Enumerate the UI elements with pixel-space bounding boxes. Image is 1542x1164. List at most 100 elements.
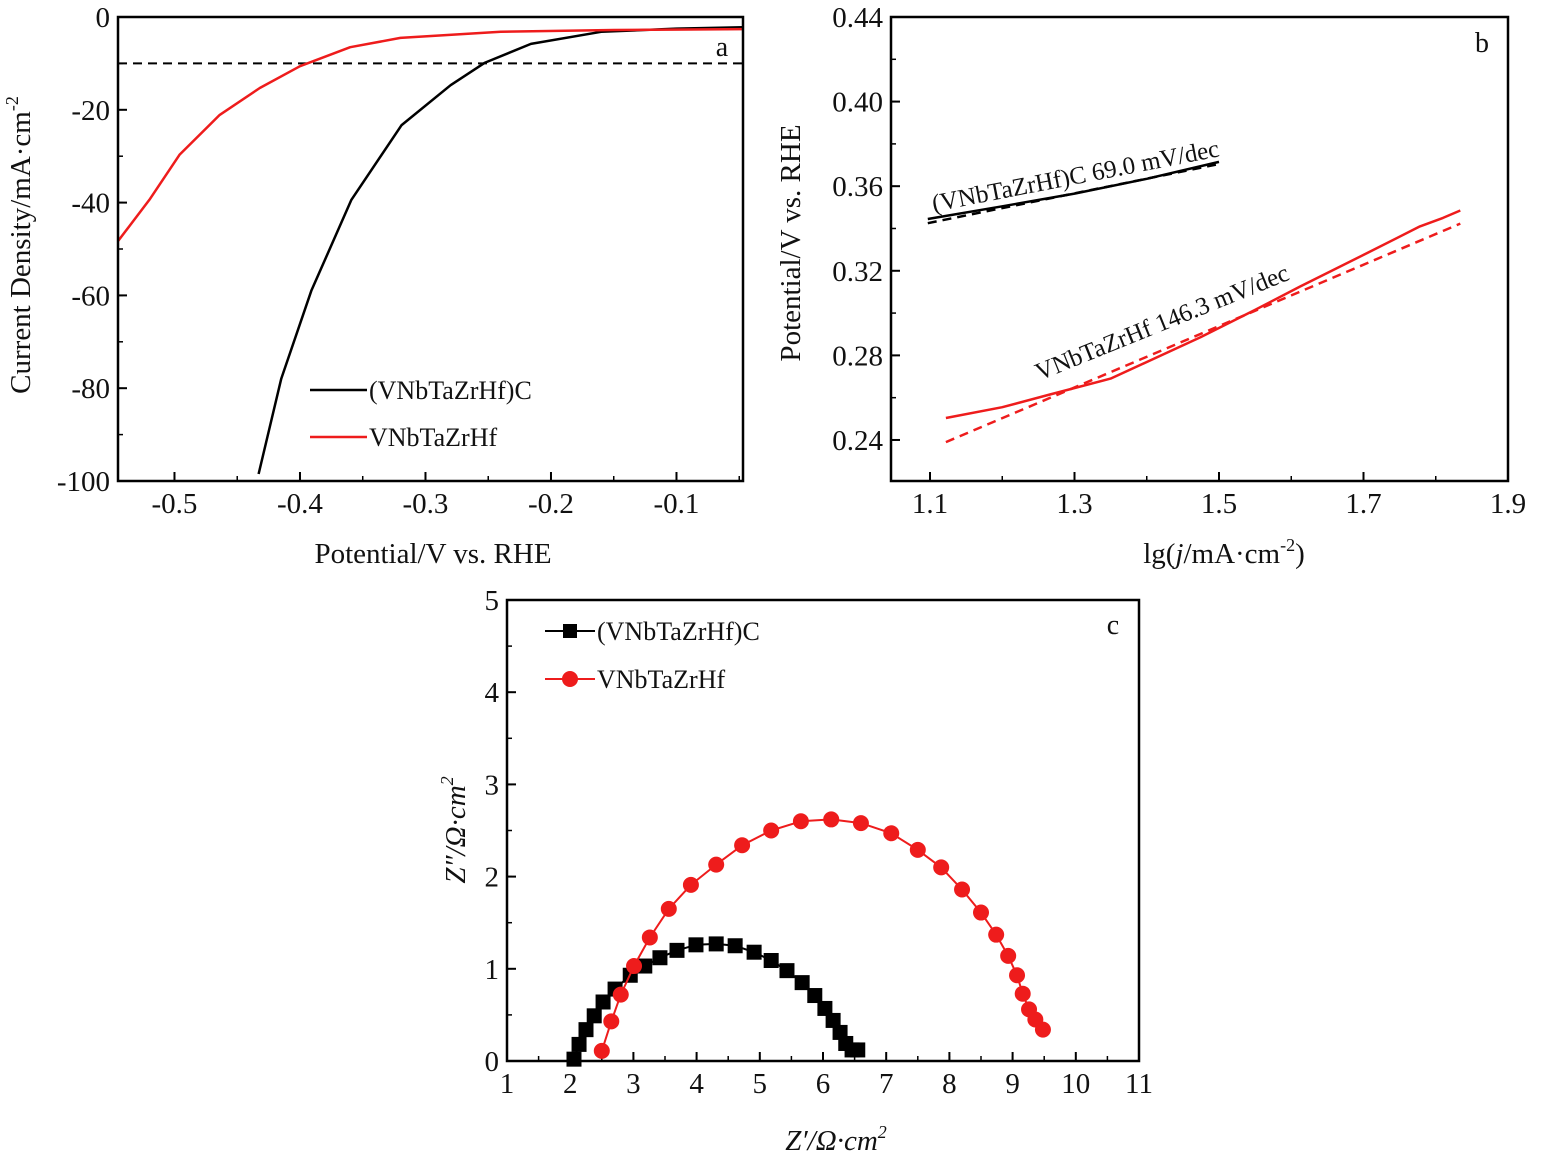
x-tick-label: 3 xyxy=(626,1068,641,1100)
data-point-circle xyxy=(933,859,950,876)
legend-label-red-c: VNbTaZrHf xyxy=(597,665,725,694)
x-tick-label: 1.3 xyxy=(1056,488,1092,520)
x-tick-label: 11 xyxy=(1125,1068,1153,1100)
plot-frame xyxy=(505,598,1141,1063)
data-point-square xyxy=(669,942,685,958)
data-point-circle xyxy=(734,837,751,854)
series-line-vnbtazrhf-fit xyxy=(945,222,1461,444)
x-tick-label: -0.1 xyxy=(654,488,700,520)
data-point-square xyxy=(807,988,823,1004)
data-point-square xyxy=(817,1000,833,1016)
y-tick-label: 0.44 xyxy=(832,2,883,34)
x-tick-label: 1.1 xyxy=(912,488,948,520)
data-point-square xyxy=(688,937,704,953)
y-tick-label: 3 xyxy=(485,769,500,801)
data-point-circle xyxy=(823,811,840,828)
data-point-circle xyxy=(593,1042,610,1059)
x-title-c-sup: 2 xyxy=(878,1122,887,1142)
y-tick-label: -40 xyxy=(71,188,110,220)
y-axis-title-a-text: Current Density/mA·cm xyxy=(5,111,37,394)
series-line-vnbtazrhf xyxy=(600,818,1044,1052)
x-tick-label: 9 xyxy=(1005,1068,1020,1100)
y-tick-label: -20 xyxy=(71,95,110,127)
x-tick-label: -0.4 xyxy=(277,488,323,520)
data-point-square xyxy=(566,1051,582,1067)
series-line-vnbtazrhf xyxy=(118,27,743,242)
x-tick-label: 10 xyxy=(1061,1068,1090,1100)
x-tick-label: 7 xyxy=(879,1068,894,1100)
x-tick-label: 5 xyxy=(753,1068,768,1100)
data-point-circle xyxy=(1000,947,1017,964)
panel-label-b: b xyxy=(1475,28,1489,59)
y-tick-label: 5 xyxy=(485,585,500,617)
y-tick-label: 4 xyxy=(485,677,500,709)
data-point-circle xyxy=(603,1013,620,1030)
panel-c: c Z′/Ω·cm2 Z″/Ω·cm2 (VNbTaZrHf)C VNbTaZr… xyxy=(437,585,1153,1157)
data-point-square xyxy=(825,1012,841,1028)
x-title-c-text: Z′/Ω·cm xyxy=(785,1125,878,1157)
x-tick-label: 6 xyxy=(816,1068,831,1100)
data-point-circle xyxy=(763,822,780,839)
data-point-circle xyxy=(792,813,809,830)
data-point-square xyxy=(763,953,779,969)
data-point-square xyxy=(578,1022,594,1038)
y-tick-label: 0.36 xyxy=(832,171,883,203)
y-tick-label: -100 xyxy=(57,466,110,498)
y-tick-label: -80 xyxy=(71,373,110,405)
panel-a: a Potential/V vs. RHE Current Density/mA… xyxy=(2,2,745,570)
x-title-b-mid: /mA·cm xyxy=(1183,538,1280,570)
y-tick-label: 1 xyxy=(485,954,500,986)
data-point-square xyxy=(571,1036,587,1052)
data-point-circle xyxy=(973,904,989,921)
x-tick-label: 2 xyxy=(563,1068,578,1100)
y-title-c-sup: 2 xyxy=(437,776,457,785)
x-axis-title-b: lg(j/mA·cm-2) xyxy=(1143,535,1305,570)
data-point-square xyxy=(746,944,762,960)
x-tick-label: -0.5 xyxy=(152,488,198,520)
legend-circle-marker xyxy=(562,671,578,687)
y-axis-title-c: Z″/Ω·cm2 xyxy=(437,776,472,883)
data-point-square xyxy=(794,975,810,991)
data-point-circle xyxy=(612,986,629,1003)
legend-a: (VNbTaZrHf)C VNbTaZrHf xyxy=(310,376,532,452)
x-tick-label: -0.3 xyxy=(403,488,449,520)
data-point-circle xyxy=(708,856,725,873)
x-tick-label: 4 xyxy=(689,1068,704,1100)
data-point-circle xyxy=(954,881,971,898)
data-point-circle xyxy=(1009,967,1026,984)
data-point-circle xyxy=(883,825,900,842)
data-point-circle xyxy=(988,926,1005,943)
x-tick-label: 8 xyxy=(942,1068,957,1100)
legend-c: (VNbTaZrHf)C VNbTaZrHf xyxy=(545,617,760,694)
x-title-b-post: ) xyxy=(1295,538,1305,570)
data-point-circle xyxy=(682,876,699,893)
x-tick-label: -0.2 xyxy=(528,488,574,520)
data-point-circle xyxy=(626,958,643,975)
data-point-square xyxy=(586,1008,602,1024)
x-tick-label: 1.9 xyxy=(1490,488,1526,520)
annotation-black-slope: (VNbTaZrHf)C 69.0 mV/dec xyxy=(930,136,1222,218)
data-point-square xyxy=(727,938,743,954)
y-tick-label: 0.24 xyxy=(832,425,883,457)
y-tick-label: 0 xyxy=(485,1046,500,1078)
y-axis-title-b: Potential/V vs. RHE xyxy=(775,124,807,361)
x-title-b-pre: lg( xyxy=(1143,538,1175,570)
panel-label-c: c xyxy=(1107,610,1119,641)
data-point-square xyxy=(595,994,611,1010)
panel-label-a: a xyxy=(716,32,729,63)
y-tick-label: 0.40 xyxy=(832,87,883,119)
y-tick-label: 0.28 xyxy=(832,340,883,372)
y-tick-label: 0 xyxy=(96,2,111,34)
data-point-circle xyxy=(660,900,677,917)
y-axis-title-a-sup: -2 xyxy=(2,96,22,111)
plot-frame xyxy=(889,15,1510,483)
data-point-circle xyxy=(641,929,658,946)
x-axis-title-c: Z′/Ω·cm2 xyxy=(785,1122,887,1157)
y-title-c-text: Z″/Ω·cm xyxy=(440,785,472,883)
panel-b: b lg(j/mA·cm-2) Potential/V vs. RHE (VNb… xyxy=(775,2,1526,570)
plot-frame xyxy=(116,15,745,483)
series-line-vnbtazrhf-c xyxy=(257,25,743,475)
x-tick-label: 1.5 xyxy=(1201,488,1237,520)
data-point-square xyxy=(708,936,724,952)
